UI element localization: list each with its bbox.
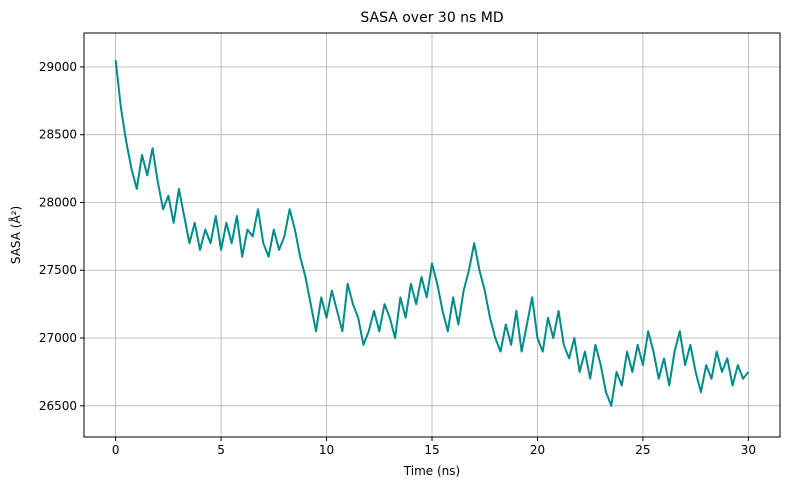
x-tick-label: 5 [217, 443, 225, 457]
x-tick-label: 20 [530, 443, 545, 457]
y-axis-label: SASA (Å²) [8, 206, 23, 264]
x-tick-label: 15 [424, 443, 439, 457]
x-tick-label: 0 [112, 443, 120, 457]
x-axis-label: Time (ns) [403, 464, 460, 478]
plot-frame [83, 32, 781, 438]
y-tick-label: 28000 [39, 195, 77, 209]
data-line [114, 59, 750, 407]
x-tick-label: 30 [741, 443, 756, 457]
chart-title: SASA over 30 ns MD [360, 10, 503, 26]
y-tick-label: 27500 [39, 263, 77, 277]
x-tick-label: 10 [319, 443, 334, 457]
x-tick-label: 25 [635, 443, 650, 457]
y-tick-label: 27000 [39, 331, 77, 345]
y-tick-label: 29000 [39, 60, 77, 74]
y-tick-label: 28500 [39, 128, 77, 142]
y-tick-label: 26500 [39, 399, 77, 413]
